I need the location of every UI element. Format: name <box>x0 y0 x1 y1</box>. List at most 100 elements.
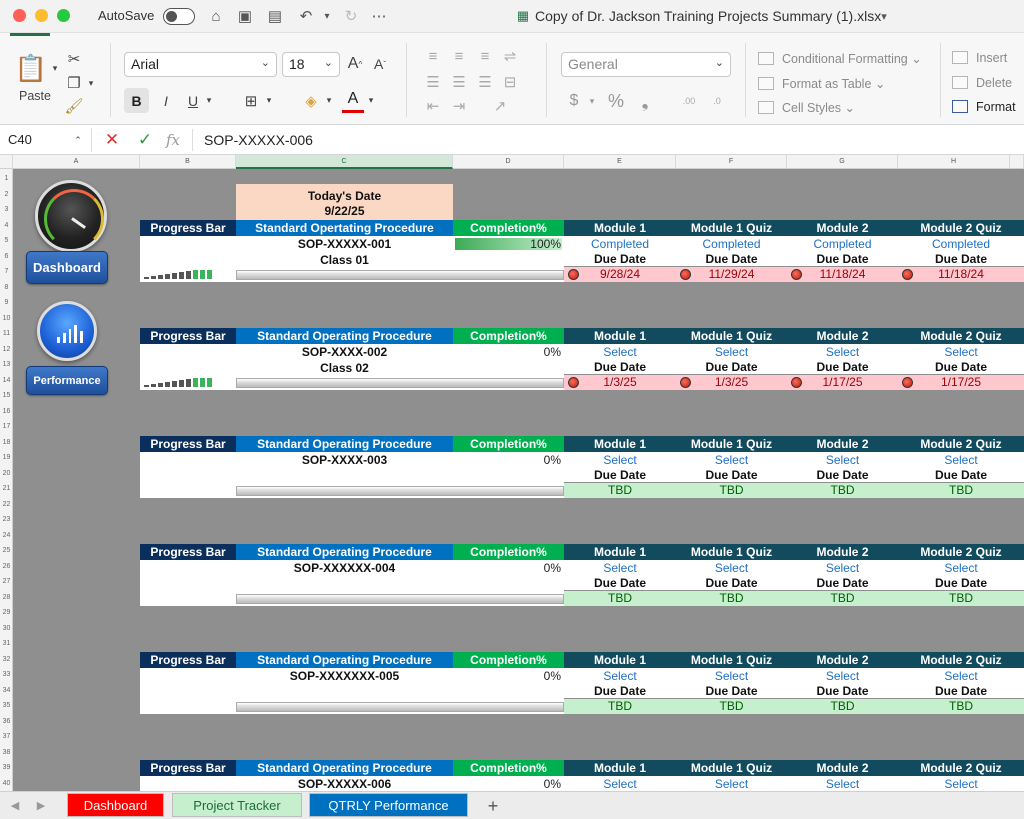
due-date-cell[interactable]: TBD <box>676 483 787 498</box>
sop-code[interactable]: SOP-XXXX-003 <box>301 453 388 467</box>
row-header-7[interactable]: 7 <box>4 268 9 275</box>
module-status[interactable]: Completed <box>813 237 872 251</box>
row-header-27[interactable]: 27 <box>2 578 11 585</box>
module-status[interactable]: Select <box>944 669 978 683</box>
sop-code[interactable]: SOP-XXXXX-001 <box>297 237 392 251</box>
gauge-icon[interactable] <box>35 180 107 252</box>
module-status[interactable]: Select <box>603 669 637 683</box>
underline-button[interactable]: U <box>187 92 199 109</box>
font-size-select[interactable]: 18 ⌄ <box>282 52 340 77</box>
due-date-cell[interactable]: 11/18/24 <box>787 267 898 282</box>
row-header-22[interactable]: 22 <box>2 500 11 508</box>
title-chevron-down-icon[interactable]: ▾ <box>881 10 887 23</box>
due-date-cell[interactable]: TBD <box>676 699 787 714</box>
performance-button[interactable]: Performance <box>26 366 108 395</box>
undo-dropdown-icon[interactable]: ▾ <box>324 10 330 22</box>
row-header-1[interactable]: 1 <box>4 175 9 182</box>
row-header-6[interactable]: 6 <box>4 252 9 260</box>
column-header-i[interactable] <box>1010 155 1024 169</box>
row-header-32[interactable]: 32 <box>2 655 11 663</box>
previous-sheet-icon[interactable]: ◀ <box>10 799 20 812</box>
font-color-dropdown-icon[interactable]: ▾ <box>368 95 374 105</box>
comma-style-icon[interactable]: ❟ <box>641 90 649 111</box>
align-left-icon[interactable]: ☰ <box>426 74 440 91</box>
module-status[interactable]: Select <box>944 777 978 791</box>
font-color-icon[interactable]: A <box>342 88 364 113</box>
sop-code[interactable]: SOP-XXXXXXX-005 <box>289 669 400 683</box>
row-header-12[interactable]: 12 <box>2 345 11 353</box>
due-date-cell[interactable]: 1/17/25 <box>787 375 898 390</box>
zoom-window-button[interactable] <box>57 9 70 22</box>
bar-chart-icon[interactable] <box>37 301 97 361</box>
row-header-15[interactable]: 15 <box>2 392 11 399</box>
home-icon[interactable]: ⌂ <box>211 7 221 25</box>
row-header-29[interactable]: 29 <box>2 609 11 616</box>
bold-button[interactable]: B <box>124 88 149 113</box>
borders-icon[interactable]: ⊞ <box>244 92 258 110</box>
module-status[interactable]: Select <box>825 453 860 467</box>
row-header-10[interactable]: 10 <box>2 314 11 322</box>
completion-value[interactable]: 0% <box>543 561 561 575</box>
module-status[interactable]: Select <box>714 777 749 791</box>
row-header-40[interactable]: 40 <box>2 779 11 787</box>
formula-input[interactable]: SOP-XXXXX-006 <box>204 132 313 148</box>
row-header-5[interactable]: 5 <box>4 237 9 244</box>
orientation-icon[interactable]: ↗ <box>493 98 507 115</box>
currency-dropdown-icon[interactable]: ▾ <box>589 95 595 106</box>
due-date-cell[interactable]: TBD <box>564 483 676 498</box>
due-date-cell[interactable]: TBD <box>787 591 898 606</box>
dashboard-button[interactable]: Dashboard <box>26 251 108 284</box>
insert-function-icon[interactable]: fx <box>165 131 180 149</box>
align-right-icon[interactable]: ☰ <box>478 74 492 91</box>
redo-icon[interactable]: ↻ <box>344 8 358 25</box>
italic-button[interactable]: I <box>164 92 168 109</box>
worksheet-grid[interactable]: 1 2 3 4 5 6 7 8 9 10 11 12 13 14 15 16 17 18 19 20 21 22 23 24 2… <box>0 169 1024 791</box>
class-label[interactable]: Class 02 <box>320 361 369 375</box>
percent-icon[interactable]: % <box>607 90 624 111</box>
module-status[interactable]: Completed <box>590 237 650 251</box>
wrap-text-icon[interactable]: ⇌ <box>503 48 517 65</box>
completion-value[interactable]: 0% <box>543 345 561 359</box>
column-header-h[interactable]: H <box>898 155 1010 169</box>
decrease-indent-icon[interactable]: ⇤ <box>426 98 440 115</box>
column-header-b[interactable]: B <box>140 155 236 169</box>
row-header-28[interactable]: 28 <box>2 593 11 601</box>
copy-dropdown-icon[interactable]: ▾ <box>88 77 94 88</box>
row-header-26[interactable]: 26 <box>2 562 11 570</box>
completion-value[interactable]: 0% <box>543 453 561 467</box>
paste-icon[interactable]: 📋 <box>14 52 48 83</box>
row-header-19[interactable]: 19 <box>2 454 11 461</box>
due-date-cell[interactable]: 1/3/25 <box>564 375 676 390</box>
row-header-13[interactable]: 13 <box>2 361 11 368</box>
row-header-9[interactable]: 9 <box>4 299 9 306</box>
more-icon[interactable]: ⋯ <box>371 8 387 25</box>
font-name-select[interactable]: Arial ⌄ <box>124 52 277 77</box>
module-status[interactable]: Select <box>603 561 637 575</box>
due-date-cell[interactable]: 1/17/25 <box>898 375 1024 390</box>
save-icon[interactable]: ▣ <box>237 8 253 25</box>
module-status[interactable]: Select <box>714 669 749 683</box>
module-status[interactable]: Completed <box>931 237 991 251</box>
due-date-cell[interactable]: 1/3/25 <box>676 375 787 390</box>
next-sheet-icon[interactable]: ▶ <box>36 799 46 812</box>
due-date-cell[interactable]: TBD <box>898 483 1024 498</box>
due-date-cell[interactable]: TBD <box>787 699 898 714</box>
row-header-3[interactable]: 3 <box>4 206 9 213</box>
cell-styles-button[interactable]: Cell Styles ⌄ <box>758 100 855 115</box>
row-header-37[interactable]: 37 <box>2 733 11 740</box>
row-header-17[interactable]: 17 <box>2 423 11 430</box>
module-status[interactable]: Select <box>944 345 978 359</box>
row-header-30[interactable]: 30 <box>2 624 11 632</box>
due-date-cell[interactable]: TBD <box>898 591 1024 606</box>
confirm-edit-icon[interactable]: ✓ <box>137 130 153 149</box>
insert-button[interactable]: Insert <box>952 51 1007 65</box>
module-status[interactable]: Select <box>603 345 637 359</box>
due-date-cell[interactable]: 11/29/24 <box>676 267 787 282</box>
row-header-24[interactable]: 24 <box>2 531 11 539</box>
save-as-icon[interactable]: ▤ <box>267 8 283 25</box>
minimize-window-button[interactable] <box>35 9 48 22</box>
row-header-35[interactable]: 35 <box>2 702 11 709</box>
name-box[interactable]: C40 <box>2 128 92 152</box>
document-title[interactable]: Copy of Dr. Jackson Training Projects Su… <box>535 8 882 24</box>
borders-dropdown-icon[interactable]: ▾ <box>266 95 272 105</box>
